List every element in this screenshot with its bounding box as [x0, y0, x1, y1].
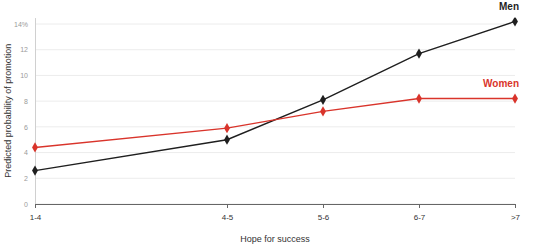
- y-axis: 0 2 4 6 8 10 12 14%: [14, 18, 36, 208]
- y-tick-label: 10: [20, 72, 28, 79]
- series-marker: [32, 142, 38, 152]
- y-tick: 2: [24, 175, 35, 182]
- x-tick: 5-6: [318, 204, 330, 222]
- y-tick-label: 12: [20, 46, 28, 53]
- grid-line: [35, 101, 515, 102]
- y-tick-label: 6: [24, 124, 28, 131]
- y-tick: 4: [24, 149, 35, 156]
- grid-line: [35, 75, 515, 76]
- y-tick-label: 4: [24, 149, 28, 156]
- x-tick-label: >7: [511, 213, 521, 222]
- series-marker: [416, 93, 422, 103]
- series-line: [35, 99, 515, 148]
- y-tick: 14%: [14, 21, 35, 28]
- x-tick-label: 1-4: [30, 213, 42, 222]
- series-marker: [512, 93, 518, 103]
- series-label: Men: [499, 1, 519, 12]
- x-tick: 4-5: [222, 204, 234, 222]
- y-axis-title: Predicted probability of promotion: [3, 44, 13, 178]
- series-marker: [320, 106, 326, 116]
- y-tick-label: 14%: [14, 21, 28, 28]
- series-marker: [512, 18, 518, 27]
- x-tick-label: 6-7: [414, 213, 426, 222]
- series-label: Women: [483, 78, 519, 89]
- x-tick-label: 5-6: [318, 213, 330, 222]
- y-tick: 10: [20, 72, 35, 79]
- x-axis: 1-4 4-5 5-6 6-7 >7: [30, 204, 521, 222]
- series-marker: [416, 48, 422, 58]
- grid-line: [35, 49, 515, 50]
- series-marker: [224, 135, 230, 145]
- y-tick-label: 0: [24, 201, 28, 208]
- x-tick-label: 4-5: [222, 213, 234, 222]
- series-labels: Men Women: [483, 1, 519, 89]
- plot-area: [32, 18, 518, 176]
- y-tick-label: 2: [24, 175, 28, 182]
- x-tick: >7: [511, 204, 521, 222]
- grid-line: [35, 24, 515, 25]
- series-marker: [224, 123, 230, 133]
- x-tick-mark: [515, 204, 516, 208]
- x-axis-title: Hope for success: [240, 234, 310, 244]
- x-tick: 1-4: [30, 204, 42, 222]
- y-tick: 0: [24, 201, 35, 208]
- y-tick: 12: [20, 46, 35, 53]
- x-tick-mark: [227, 204, 228, 208]
- grid-line: [35, 152, 515, 153]
- y-axis-line: [35, 18, 36, 204]
- x-axis-line: [36, 205, 516, 209]
- series-marker: [320, 95, 326, 105]
- series-marker: [32, 165, 38, 175]
- grid-line: [35, 178, 515, 179]
- series-line: [35, 21, 515, 170]
- grid-line: [35, 126, 515, 127]
- y-tick: 6: [24, 124, 35, 131]
- x-tick-mark: [35, 204, 36, 208]
- grid: [35, 24, 515, 204]
- x-tick-mark: [419, 204, 420, 208]
- y-tick-label: 8: [24, 98, 28, 105]
- x-tick-mark: [323, 204, 324, 208]
- x-tick: 6-7: [414, 204, 426, 222]
- y-tick: 8: [24, 98, 35, 105]
